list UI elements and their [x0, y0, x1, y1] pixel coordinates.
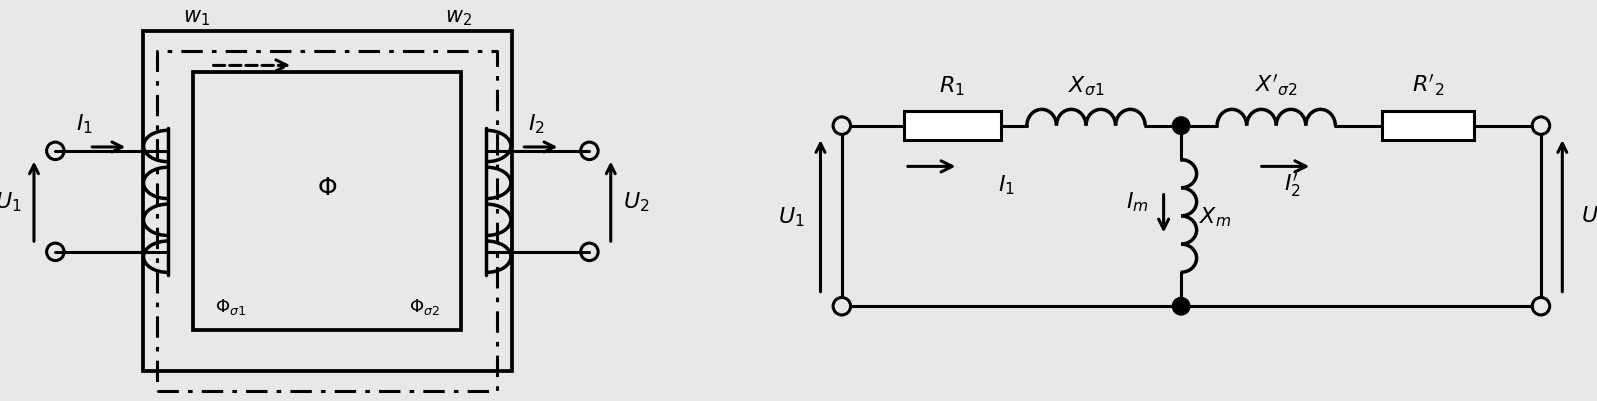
Text: $X_{\sigma1}$: $X_{\sigma1}$	[1068, 74, 1104, 97]
Bar	[1381, 112, 1474, 141]
Bar	[904, 112, 1001, 141]
Text: $U_2'$: $U_2'$	[1581, 203, 1597, 230]
Bar	[142, 32, 511, 371]
Bar	[193, 73, 462, 331]
Text: $\Phi_{\sigma1}$: $\Phi_{\sigma1}$	[214, 296, 246, 316]
Text: $\Phi$: $\Phi$	[318, 175, 337, 199]
Text: $I_1$: $I_1$	[998, 173, 1016, 196]
Text: $I_1$: $I_1$	[77, 113, 93, 136]
Text: $I_2$: $I_2$	[527, 113, 545, 136]
Text: $w_2$: $w_2$	[446, 8, 471, 28]
Text: $U_1$: $U_1$	[0, 190, 22, 214]
Text: $R'_2$: $R'_2$	[1412, 73, 1444, 98]
Text: $X'_{\sigma2}$: $X'_{\sigma2}$	[1255, 73, 1298, 98]
Circle shape	[1172, 298, 1190, 315]
Text: $\Phi_{\sigma2}$: $\Phi_{\sigma2}$	[409, 296, 439, 316]
Text: $U_2$: $U_2$	[623, 190, 650, 214]
Text: $U_1$: $U_1$	[778, 205, 805, 228]
Text: $w_1$: $w_1$	[182, 8, 209, 28]
Text: $I_2'$: $I_2'$	[1284, 171, 1302, 198]
Bar	[157, 52, 497, 391]
Text: $X_m$: $X_m$	[1199, 205, 1231, 228]
Text: $I_m$: $I_m$	[1126, 190, 1148, 214]
Circle shape	[1172, 117, 1190, 135]
Text: $R_1$: $R_1$	[939, 74, 965, 97]
